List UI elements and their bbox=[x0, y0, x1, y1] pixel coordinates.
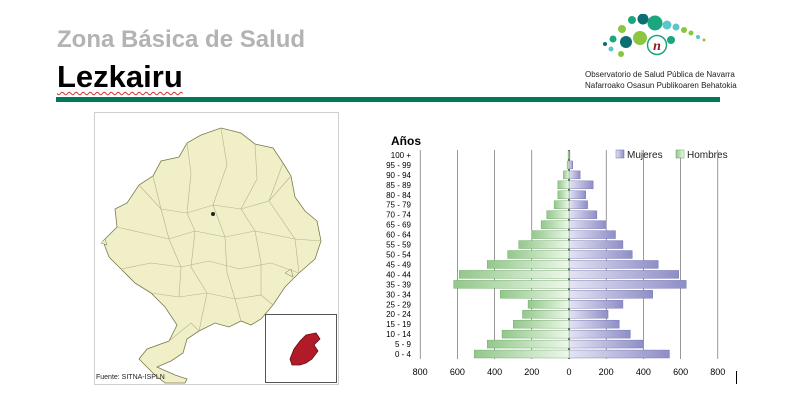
bar-hombres bbox=[459, 270, 570, 279]
x-tick-label: 600 bbox=[450, 367, 465, 377]
bar-hombres bbox=[557, 180, 570, 190]
bar-hombres bbox=[512, 319, 570, 329]
observatory-name-es: Observatorio de Salud Pública de Navarra bbox=[585, 70, 735, 79]
y-tick-label: 35 - 39 bbox=[386, 280, 411, 289]
bar-mujeres bbox=[568, 240, 624, 249]
bar-hombres bbox=[527, 300, 570, 309]
bar-hombres bbox=[518, 240, 570, 249]
bar-mujeres bbox=[568, 220, 607, 229]
bar-mujeres bbox=[568, 180, 594, 190]
municipality-borders bbox=[116, 127, 322, 342]
x-tick-label: 400 bbox=[487, 367, 502, 377]
y-tick-label: 55 - 59 bbox=[386, 241, 411, 250]
bar-mujeres bbox=[568, 339, 644, 349]
legend-label-hombres: Hombres bbox=[687, 150, 728, 161]
bar-mujeres bbox=[568, 329, 631, 339]
text-cursor-mark bbox=[736, 371, 737, 384]
bar-mujeres bbox=[568, 300, 624, 309]
logo-letter: n bbox=[653, 39, 661, 54]
y-tick-label: 0 - 4 bbox=[395, 350, 412, 359]
zone-type-label: Zona Básica de Salud bbox=[57, 26, 306, 53]
bar-hombres bbox=[566, 160, 570, 170]
x-tick-label: 200 bbox=[524, 367, 539, 377]
bar-mujeres bbox=[568, 160, 573, 170]
y-tick-label: 60 - 64 bbox=[386, 231, 411, 240]
bar-mujeres bbox=[568, 290, 653, 299]
zone-location-marker bbox=[211, 212, 215, 216]
y-tick-label: 85 - 89 bbox=[386, 181, 411, 190]
bar-mujeres bbox=[568, 250, 633, 259]
bar-hombres bbox=[507, 250, 570, 259]
y-tick-label: 70 - 74 bbox=[386, 211, 411, 220]
bar-hombres bbox=[486, 339, 570, 349]
x-tick-label: 400 bbox=[636, 367, 651, 377]
bar-mujeres bbox=[568, 270, 679, 279]
legend-label-mujeres: Mujeres bbox=[627, 150, 663, 161]
bar-hombres bbox=[531, 230, 570, 239]
legend-swatch-hombres bbox=[675, 149, 685, 159]
y-tick-label: 65 - 69 bbox=[386, 221, 411, 230]
observatory-dots-logo-icon: n bbox=[603, 14, 706, 57]
bar-hombres bbox=[540, 220, 570, 229]
y-tick-label: 90 - 94 bbox=[386, 171, 411, 180]
bar-hombres bbox=[501, 329, 570, 339]
bar-hombres bbox=[522, 310, 570, 319]
y-tick-label: 75 - 79 bbox=[386, 201, 411, 210]
bar-hombres bbox=[546, 210, 570, 219]
bar-hombres bbox=[486, 260, 570, 269]
bar-mujeres bbox=[568, 349, 670, 359]
bar-hombres bbox=[499, 290, 570, 299]
zone-name-title: Lezkairu bbox=[57, 59, 183, 94]
observatory-name-eu: Nafarroako Osasun Publikoaren Behatokia bbox=[585, 81, 737, 90]
y-tick-label: 20 - 24 bbox=[386, 310, 411, 319]
y-tick-label: 45 - 49 bbox=[386, 260, 411, 269]
x-tick-label: 600 bbox=[673, 367, 688, 377]
bar-mujeres bbox=[568, 319, 620, 329]
x-tick-label: 200 bbox=[599, 367, 614, 377]
y-tick-label: 25 - 29 bbox=[386, 300, 411, 309]
y-tick-label: 30 - 34 bbox=[386, 290, 411, 299]
legend-swatch-mujeres bbox=[615, 149, 625, 159]
x-tick-label: 800 bbox=[710, 367, 725, 377]
map-source-label: Fuente: SITNA-ISPLN bbox=[96, 374, 165, 381]
y-tick-label: 5 - 9 bbox=[395, 340, 412, 349]
bar-hombres bbox=[553, 200, 570, 209]
navarra-map-icon bbox=[100, 127, 322, 384]
y-tick-label: 80 - 84 bbox=[386, 191, 411, 200]
bar-mujeres bbox=[568, 260, 659, 269]
bar-hombres bbox=[567, 150, 570, 160]
y-tick-label: 50 - 54 bbox=[386, 251, 411, 260]
bar-mujeres bbox=[568, 230, 616, 239]
x-tick-label: 800 bbox=[413, 367, 428, 377]
bar-mujeres bbox=[568, 170, 581, 180]
header-divider bbox=[56, 97, 720, 102]
y-tick-label: 10 - 14 bbox=[386, 330, 411, 339]
bar-mujeres bbox=[568, 280, 687, 289]
y-tick-label: 15 - 19 bbox=[386, 320, 411, 329]
y-tick-label: 40 - 44 bbox=[386, 270, 411, 279]
bar-mujeres bbox=[568, 210, 598, 219]
y-axis-title: Años bbox=[391, 134, 421, 148]
x-tick-label: 0 bbox=[566, 367, 571, 377]
bar-hombres bbox=[557, 190, 570, 199]
zone-shape-icon bbox=[289, 332, 321, 366]
y-tick-label: 100 + bbox=[391, 151, 412, 160]
bar-mujeres bbox=[568, 190, 586, 199]
chart-legend: Mujeres Hombres bbox=[615, 149, 728, 161]
bar-hombres bbox=[453, 280, 570, 289]
bar-mujeres bbox=[568, 310, 609, 319]
bar-hombres bbox=[563, 170, 570, 180]
zone-inset-map bbox=[265, 314, 337, 383]
bar-hombres bbox=[473, 349, 570, 359]
bar-mujeres bbox=[568, 200, 588, 209]
y-tick-label: 95 - 99 bbox=[386, 161, 411, 170]
